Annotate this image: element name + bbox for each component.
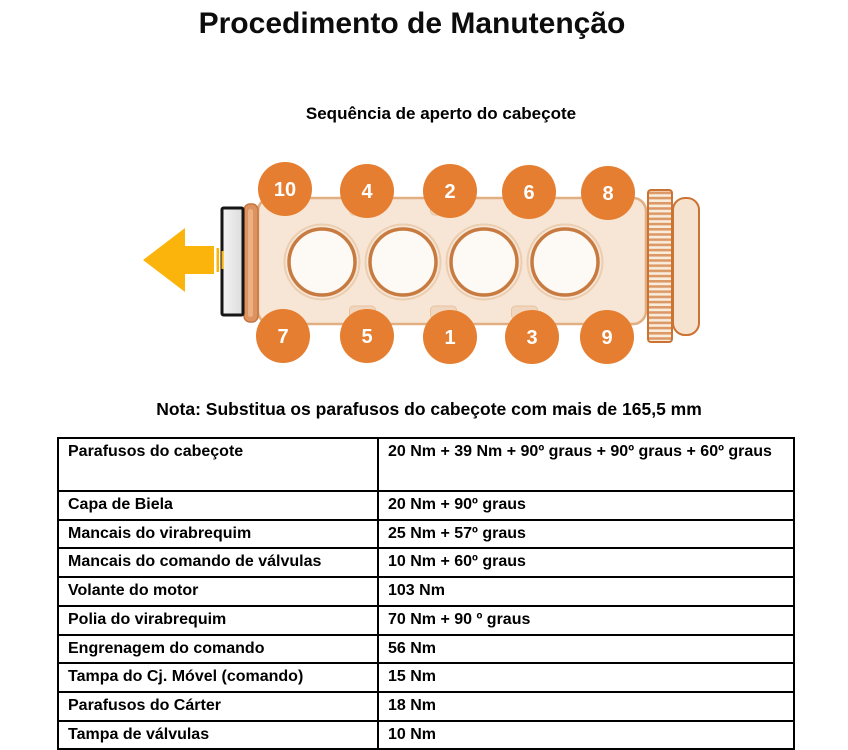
cylinder-bore-1	[287, 227, 357, 297]
torque-cell: 20 Nm + 39 Nm + 90º graus + 90º graus + …	[377, 437, 795, 492]
component-cell: Volante do motor	[57, 576, 379, 607]
component-cell: Engrenagem do comando	[57, 633, 379, 665]
torque-cell: 20 Nm + 90º graus	[377, 490, 795, 521]
diagram-caption: Sequência de aperto do cabeçote	[305, 104, 577, 123]
component-cell: Tampa de válvulas	[57, 719, 379, 750]
cylinder-bore-2	[368, 227, 438, 297]
torque-cell: 56 Nm	[377, 633, 795, 665]
cylinder-bores	[283, 223, 604, 301]
cylinder-bore-3	[449, 227, 519, 297]
bolt-circle	[502, 165, 556, 219]
page-title: Procedimento de Manutenção	[198, 7, 626, 40]
engine-right-end-tab	[672, 197, 700, 336]
bolt-number: 1	[444, 327, 455, 349]
front-direction-arrow-icon	[143, 228, 224, 292]
bolt-circle	[581, 166, 635, 220]
torque-cell: 10 Nm + 60º graus	[377, 547, 795, 579]
end-plate	[220, 206, 245, 317]
component-cell: Mancais do comando de válvulas	[57, 547, 379, 579]
torque-cell: 25 Nm + 57º graus	[377, 518, 795, 550]
bolt-circle	[256, 309, 310, 363]
table-row: Tampa do Cj. Móvel (comando) 15 Nm	[57, 662, 795, 694]
bolt-sequence-bottom-row: 7 5 1 3 9	[256, 309, 634, 364]
bolt-number: 9	[601, 327, 612, 349]
component-cell: Parafusos do Cárter	[57, 691, 379, 722]
bolt-sequence-top-row: 10 4 2 6 8	[258, 162, 635, 220]
bolt-number: 6	[523, 182, 534, 204]
component-cell: Parafusos do cabeçote	[57, 437, 379, 492]
table-row: Mancais do comando de válvulas 10 Nm + 6…	[57, 547, 795, 579]
bolt-circle	[258, 162, 312, 216]
bolt-number: 7	[277, 326, 288, 348]
torque-cell: 15 Nm	[377, 662, 795, 694]
table-row: Polia do virabrequim 70 Nm + 90 º graus	[57, 604, 795, 636]
bolt-number: 2	[444, 181, 455, 203]
bolt-number: 10	[274, 179, 296, 201]
torque-cell: 10 Nm	[377, 719, 795, 750]
engine-left-end-highlight	[248, 209, 253, 317]
table-row: Capa de Biela 20 Nm + 90º graus	[57, 490, 795, 521]
bolt-number: 8	[602, 183, 613, 205]
bolt-circle	[423, 164, 477, 218]
engine-head-diagram-svg: 10 4 2 6 8 7 5 1 3 9	[143, 162, 700, 364]
cylinder-bore-4	[530, 227, 600, 297]
torque-spec-table: Parafusos do cabeçote 20 Nm + 39 Nm + 90…	[57, 437, 795, 750]
torque-cell: 103 Nm	[377, 576, 795, 607]
bolt-circle	[580, 310, 634, 364]
table-row: Engrenagem do comando 56 Nm	[57, 633, 795, 665]
torque-cell: 18 Nm	[377, 691, 795, 722]
component-cell: Tampa do Cj. Móvel (comando)	[57, 662, 379, 694]
bolt-number: 4	[361, 181, 373, 203]
component-cell: Polia do virabrequim	[57, 604, 379, 636]
component-cell: Mancais do virabrequim	[57, 518, 379, 550]
bolt-number: 3	[526, 327, 537, 349]
torque-cell: 70 Nm + 90 º graus	[377, 604, 795, 636]
table-row: Volante do motor 103 Nm	[57, 576, 795, 607]
table-row: Mancais do virabrequim 25 Nm + 57º graus	[57, 518, 795, 550]
replacement-note: Nota: Substitua os parafusos do cabeçote…	[156, 399, 702, 419]
timing-gear-ribbed-bar	[647, 189, 673, 343]
table-row: Tampa de válvulas 10 Nm	[57, 719, 795, 750]
component-cell: Capa de Biela	[57, 490, 379, 521]
bolt-circle	[423, 310, 477, 364]
bolt-number: 5	[361, 326, 372, 348]
table-row: Parafusos do cabeçote 20 Nm + 39 Nm + 90…	[57, 437, 795, 492]
table-row: Parafusos do Cárter 18 Nm	[57, 691, 795, 722]
bolt-circle	[505, 310, 559, 364]
bolt-circle	[340, 309, 394, 363]
tightening-sequence-diagram: 10 4 2 6 8 7 5 1 3 9	[140, 150, 700, 382]
bolt-circle	[340, 164, 394, 218]
